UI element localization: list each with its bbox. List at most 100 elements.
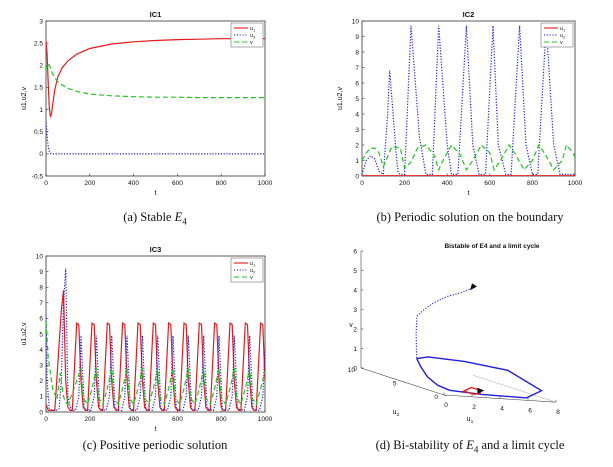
y-axis-label: u1,u2,v [337, 87, 344, 110]
x-tick-label: 400 [128, 416, 139, 423]
v-tick-label: 0 [353, 365, 357, 372]
v-tick-label: 1 [353, 346, 357, 353]
y-tick-label: 1.5 [34, 85, 43, 92]
y-tick-label: 2.5 [34, 40, 43, 47]
caption-b: (b) Periodic solution on the boundary [376, 210, 564, 224]
legend-box [540, 22, 574, 48]
x-tick-label: 200 [84, 416, 95, 423]
y-tick-label: 0 [39, 151, 43, 158]
u1-tick-label: 4 [500, 406, 504, 413]
v-tick-label: 3 [353, 307, 357, 314]
y-axis-label: u1,u2,v [21, 322, 28, 345]
x-tick-label: 0 [44, 416, 48, 423]
chart-title: Bistable of E4 and a limit cycle [444, 243, 539, 250]
y-tick-label: 0 [39, 409, 43, 416]
back-edge [472, 374, 557, 403]
legend-label-u2: u2 [560, 33, 565, 40]
chart-panel-3: IC3 0 200 400 600 800 1000 0 1 2 3 4 5 6 7 8 9 10 t u1,u2,v… [21, 245, 273, 433]
y-tick-label: 0 [355, 173, 359, 180]
x-axis-label: t [155, 426, 157, 433]
x-tick-label: 0 [360, 180, 364, 187]
y-tick-label: 2 [39, 63, 43, 70]
u2-tick-label: 5 [393, 381, 397, 388]
x-tick-label: 0 [44, 180, 48, 187]
series-line-u2 [362, 25, 575, 176]
series-line-v [46, 321, 265, 406]
legend-box [230, 257, 264, 283]
x-tick-label: 800 [216, 416, 227, 423]
y-tick-label: 4 [39, 347, 43, 354]
chart-title: IC2 [463, 10, 475, 19]
v-tick-label: 5 [353, 268, 357, 275]
u1-tick-label: 2 [472, 404, 476, 411]
caption-d: (d) Bi-stability of E4 and a limit cycle [375, 438, 565, 455]
y-tick-label: 4 [355, 111, 359, 118]
y-tick-label: 6 [355, 80, 359, 87]
y-tick-label: 0.5 [34, 129, 43, 136]
series-line-v [362, 143, 575, 172]
x-tick-label: 600 [172, 180, 183, 187]
chart-panel-4: Bistable of E4 and a limit cycle 0 2 4 6 8 0 5 1… [348, 243, 560, 425]
y-tick-label: 5 [355, 96, 359, 103]
u2-tick-label: 0 [434, 394, 438, 401]
y-axis-label: u1,u2,v [21, 87, 28, 110]
y-tick-label: 3 [355, 127, 359, 134]
caption-a: (a) Stable E4 [123, 210, 187, 227]
x-tick-label: 1000 [258, 180, 273, 187]
x-tick-label: 200 [84, 180, 95, 187]
u2-tick [443, 394, 447, 397]
x-tick-label: 800 [216, 180, 227, 187]
v-tick-label: 4 [353, 287, 357, 294]
y-tick-label: 1 [39, 394, 43, 401]
y-tick-label: 1 [355, 158, 359, 165]
legend-label-u1: u1 [560, 26, 565, 33]
u1-axis-label: u1 [467, 416, 474, 425]
x-tick-label: 600 [484, 180, 495, 187]
chart-title: IC1 [150, 10, 162, 19]
u2-tick [402, 381, 406, 383]
legend-label-v: v [250, 275, 253, 281]
trajectory-2 [416, 356, 543, 399]
u1-tick-label: 0 [444, 402, 448, 409]
y-tick-label: 7 [39, 300, 43, 307]
chart-panel-2: IC2 0 200 400 600 800 1000 0 1 2 3 4 5 6 7 8 9 10 t u1,u2,v… [337, 10, 583, 197]
u1-tick-label: 8 [556, 409, 560, 416]
y-tick-label: 8 [39, 285, 43, 292]
series-line-u1 [46, 38, 265, 119]
series-line-v [46, 61, 265, 99]
v-axis-label: v [349, 322, 353, 329]
series-line-u2 [46, 268, 265, 412]
arrow-marker-start [470, 283, 477, 291]
y-tick-label: 1 [39, 107, 43, 114]
legend-label-u2: u2 [250, 33, 255, 40]
x-tick-label: 200 [399, 180, 410, 187]
chart-title: IC3 [150, 245, 162, 254]
u2-axis-label: u2 [393, 409, 400, 418]
x-tick-label: 400 [128, 180, 139, 187]
legend-label-u2: u2 [250, 268, 255, 275]
x-axis-label: t [468, 190, 470, 197]
x-tick-label: 1000 [258, 416, 273, 423]
y-tick-label: -0.5 [32, 173, 44, 180]
trajectory-1 [415, 286, 476, 359]
x-tick-label: 400 [442, 180, 453, 187]
u2-tick-label: 10 [348, 367, 356, 374]
y-tick-label: 6 [39, 316, 43, 323]
trajectory-3 [461, 386, 483, 395]
x-axis-label: t [155, 190, 157, 197]
v-tick-label: 2 [353, 326, 357, 333]
y-tick-label: 2 [355, 142, 359, 149]
v-tick-label: 6 [353, 248, 357, 255]
y-tick-label: 8 [355, 49, 359, 56]
y-tick-label: 3 [39, 18, 43, 25]
y-tick-label: 2 [39, 378, 43, 385]
legend-label-v: v [560, 40, 563, 46]
x-tick-label: 800 [527, 180, 538, 187]
caption-c: (c) Positive periodic solution [82, 438, 228, 452]
legend-label-u1: u1 [250, 26, 255, 33]
x-tick-label: 600 [172, 416, 183, 423]
